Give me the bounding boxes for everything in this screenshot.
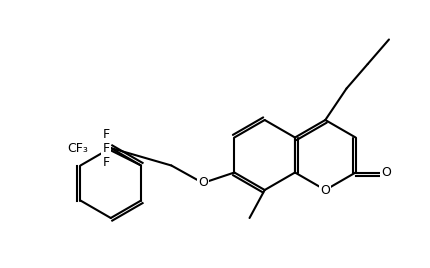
Text: CF₃: CF₃ (67, 142, 88, 154)
Text: O: O (319, 184, 329, 196)
Text: O: O (197, 177, 207, 189)
Text: F: F (102, 155, 109, 169)
Text: F: F (102, 128, 109, 140)
Text: F: F (102, 142, 109, 154)
Text: O: O (380, 166, 390, 179)
